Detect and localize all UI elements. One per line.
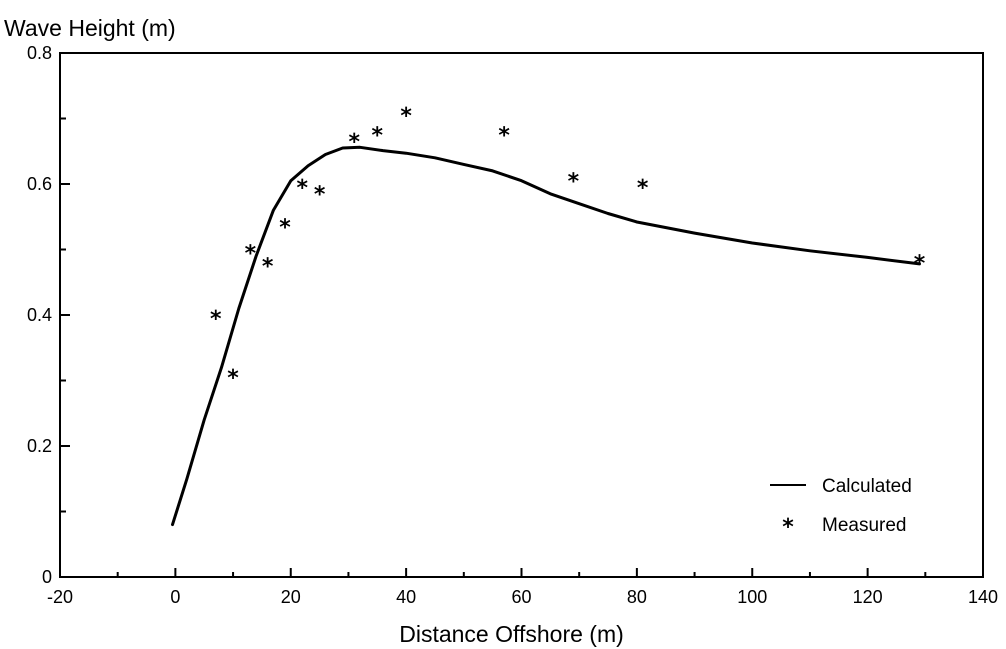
measured-point: * bbox=[568, 169, 580, 194]
x-tick-label: 0 bbox=[170, 587, 180, 607]
x-axis: -20 0 20 40 60 80 100 120 140 bbox=[47, 568, 998, 607]
x-tick-label: 60 bbox=[511, 587, 531, 607]
measured-point: * bbox=[245, 242, 257, 267]
x-tick-label: 120 bbox=[853, 587, 883, 607]
measured-point: * bbox=[210, 307, 222, 332]
measured-point: * bbox=[314, 183, 326, 208]
x-tick-label: 20 bbox=[281, 587, 301, 607]
y-axis-title: Wave Height (m) bbox=[4, 15, 176, 41]
x-tick-label: 40 bbox=[396, 587, 416, 607]
legend-calculated-label: Calculated bbox=[822, 476, 912, 497]
measured-point: * bbox=[914, 251, 926, 276]
measured-point: * bbox=[637, 176, 649, 201]
y-tick-label: 0.8 bbox=[27, 43, 52, 63]
series-layer: ****** ** **** ** bbox=[171, 104, 926, 527]
measured-point: * bbox=[297, 176, 309, 201]
measured-point: * bbox=[279, 215, 291, 240]
legend: Calculated * Measured bbox=[770, 476, 912, 540]
plot-frame bbox=[59, 52, 984, 578]
y-tick-label: 0 bbox=[42, 567, 52, 587]
measured-point: * bbox=[400, 104, 412, 129]
legend-measured-label: Measured bbox=[822, 515, 907, 536]
y-tick-label: 0.4 bbox=[27, 305, 52, 325]
x-tick-label: 80 bbox=[627, 587, 647, 607]
y-axis: 0 0.2 0.4 0.6 0.8 bbox=[27, 43, 70, 587]
legend-measured-swatch: * bbox=[782, 515, 794, 540]
measured-point: * bbox=[372, 124, 384, 149]
measured-point: * bbox=[498, 124, 510, 149]
x-tick-label: 100 bbox=[737, 587, 767, 607]
measured-point: * bbox=[227, 366, 239, 391]
x-tick-label: -20 bbox=[47, 587, 73, 607]
calculated-line bbox=[171, 145, 921, 527]
measured-point: * bbox=[262, 255, 274, 280]
y-tick-label: 0.6 bbox=[27, 174, 52, 194]
y-tick-label: 0.2 bbox=[27, 436, 52, 456]
measured-point: * bbox=[348, 130, 360, 155]
x-axis-title: Distance Offshore (m) bbox=[399, 621, 624, 647]
x-tick-label: 140 bbox=[968, 587, 998, 607]
